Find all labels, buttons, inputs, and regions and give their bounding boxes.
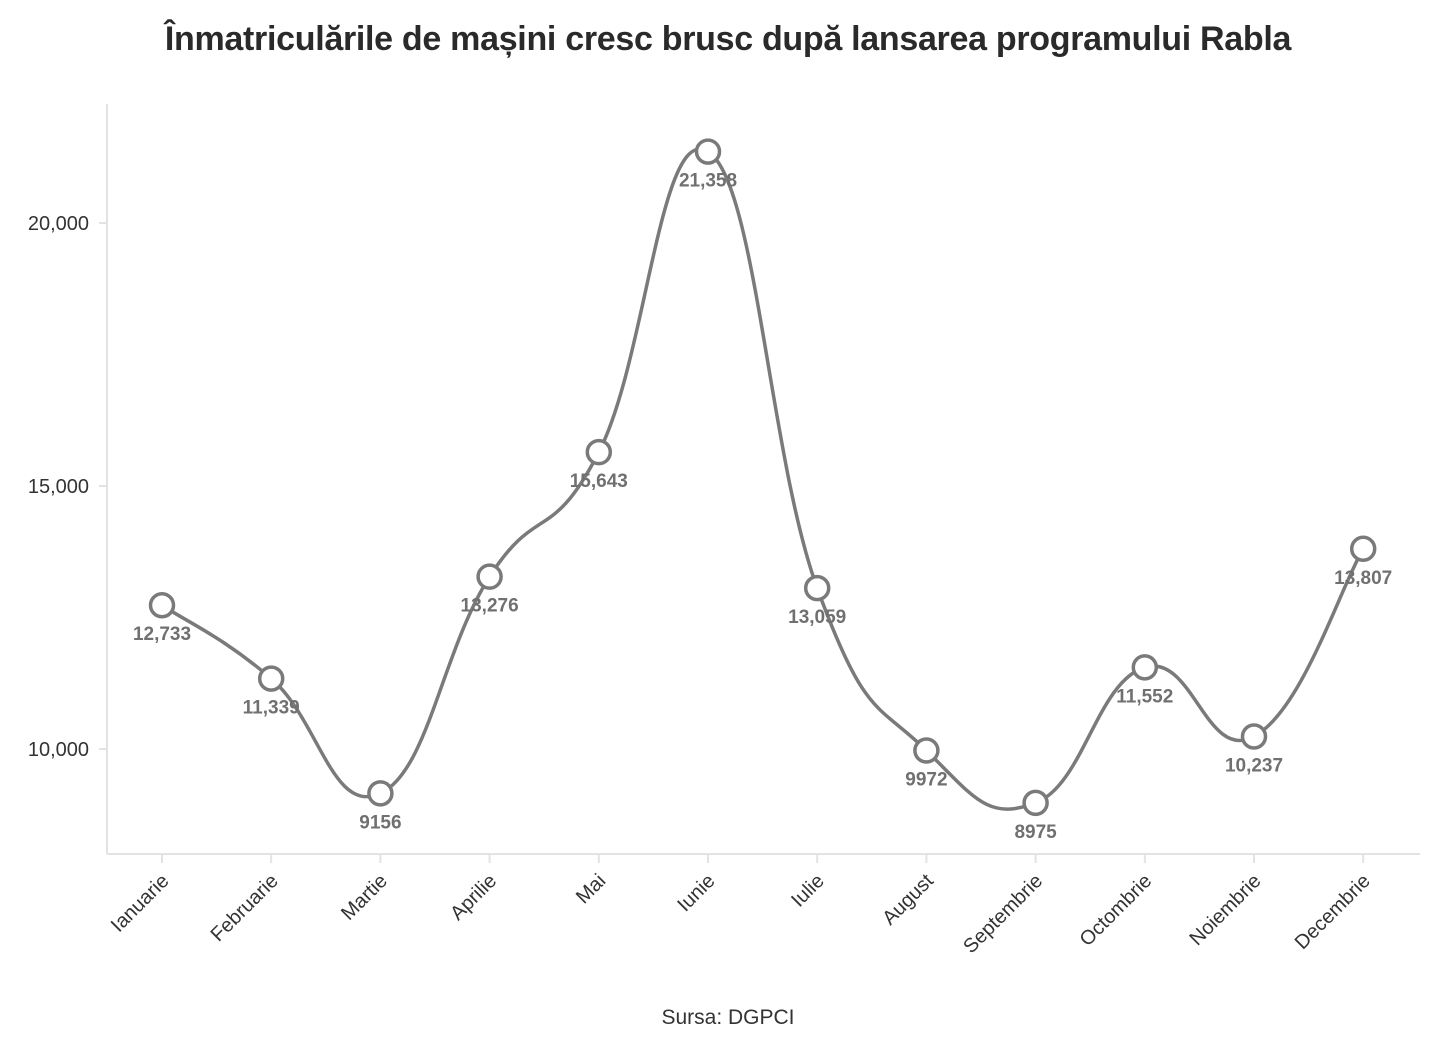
- data-point: [803, 574, 831, 602]
- data-point: [367, 780, 394, 807]
- data-point: [476, 563, 503, 590]
- x-tick-label: Decembrie: [1291, 870, 1375, 954]
- x-tick-label: Iunie: [673, 870, 719, 916]
- y-tick-label: 15,000: [28, 476, 89, 498]
- x-tick-label: Februarie: [207, 870, 283, 946]
- data-point: [1131, 654, 1159, 681]
- data-label: 10,237: [1225, 756, 1283, 777]
- data-point: [148, 591, 176, 619]
- data-point: [257, 665, 285, 692]
- series-line: [161, 147, 1365, 811]
- x-tick-label: Ianuarie: [107, 870, 174, 937]
- x-tick-label: Martie: [337, 870, 392, 925]
- x-tick-label: Noiembrie: [1186, 870, 1266, 950]
- data-label: 13,807: [1334, 568, 1392, 589]
- data-label: 8975: [1014, 822, 1057, 843]
- x-tick-label: Iulie: [787, 870, 829, 912]
- data-label: 12,733: [133, 624, 191, 645]
- data-point: [1022, 789, 1049, 817]
- chart-title: Înmatriculările de mașini cresc brusc du…: [164, 20, 1292, 58]
- data-point: [913, 737, 940, 764]
- data-point: [1349, 535, 1377, 563]
- x-tick-label: Octombrie: [1076, 870, 1157, 951]
- series-line-group: [161, 147, 1365, 811]
- data-label: 11,552: [1116, 686, 1173, 707]
- data-label: 9156: [359, 812, 401, 833]
- data-point: [1240, 723, 1268, 750]
- data-point: [694, 138, 722, 165]
- source-note: Sursa: DGPCI: [661, 1006, 795, 1029]
- data-labels: 12,733 11,339 9156 13,276 15,643 21,358 13,059…: [133, 171, 1392, 843]
- x-tick-label: Mai: [572, 870, 610, 908]
- data-label: 15,643: [570, 471, 628, 492]
- data-points: [148, 138, 1377, 817]
- x-tick-label: Aprilie: [446, 870, 501, 925]
- data-label: 13,276: [461, 596, 519, 617]
- data-point: [585, 438, 613, 466]
- y-tick-label: 20,000: [28, 213, 89, 235]
- data-label: 11,339: [243, 698, 300, 719]
- data-label: 13,059: [788, 607, 846, 628]
- data-label: 9972: [905, 769, 947, 790]
- x-tick-label: August: [878, 870, 938, 930]
- y-tick-label: 10,000: [28, 739, 89, 761]
- x-tick-label: Septembrie: [959, 870, 1047, 958]
- axes: 10,000 15,000 20,000 Ianuarie Februarie Marti…: [28, 104, 1420, 958]
- data-label: 21,358: [679, 171, 737, 192]
